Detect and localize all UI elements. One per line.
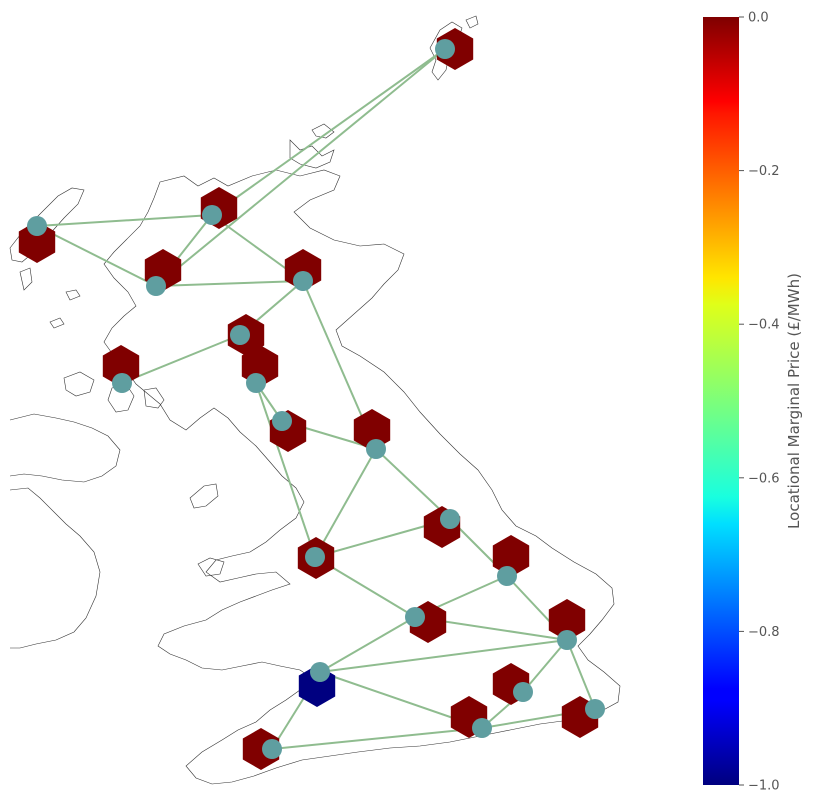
colorbar-gradient bbox=[703, 17, 739, 785]
bus-node-northumberland bbox=[366, 439, 386, 459]
transmission-line bbox=[375, 448, 451, 520]
price-hexagon-skye bbox=[18, 221, 56, 263]
bus-node-highland bbox=[202, 205, 222, 225]
bus-node-cornwall bbox=[262, 739, 282, 759]
colorbar-tick-label: −0.2 bbox=[748, 164, 780, 179]
price-hexagon-humber bbox=[492, 535, 530, 577]
bus-node-kent bbox=[585, 699, 605, 719]
transmission-line bbox=[319, 616, 416, 673]
bus-node-south-wales bbox=[310, 662, 330, 682]
transmission-line bbox=[255, 382, 316, 558]
coastline-northern-ireland bbox=[9, 413, 121, 483]
price-hexagon-east-anglia bbox=[548, 599, 586, 641]
bus-node-yorkshire bbox=[440, 509, 460, 529]
coastline-anglesey bbox=[197, 557, 225, 577]
transmission-line bbox=[522, 639, 568, 693]
transmission-line bbox=[211, 48, 446, 216]
transmission-line bbox=[121, 334, 241, 384]
bus-node-fife bbox=[230, 325, 250, 345]
bus-node-london bbox=[513, 682, 533, 702]
bus-node-south-coast bbox=[472, 718, 492, 738]
colorbar-tick-label: 0.0 bbox=[748, 11, 769, 26]
coastline-gb-mainland bbox=[103, 169, 621, 785]
price-hexagon-cornwall bbox=[242, 728, 280, 770]
bus-node-humber bbox=[497, 566, 517, 586]
colorbar-label: Locational Marginal Price (£/MWh) bbox=[785, 273, 803, 529]
price-hexagon-islay bbox=[102, 345, 140, 387]
transmission-line bbox=[36, 225, 157, 287]
bus-node-east-anglia bbox=[557, 630, 577, 650]
bus-node-glasgow bbox=[246, 373, 266, 393]
transmission-line bbox=[155, 48, 446, 287]
coastline-ireland bbox=[9, 487, 101, 649]
colorbar-tick-label: −0.8 bbox=[748, 625, 780, 640]
transmission-line bbox=[319, 639, 568, 673]
coastline-map bbox=[9, 15, 621, 785]
colorbar-tick-label: −0.4 bbox=[748, 318, 780, 333]
transmission-line bbox=[155, 280, 304, 287]
coastline-isle-of-man bbox=[189, 483, 219, 509]
transmission-line bbox=[271, 727, 483, 750]
bus-node-borders bbox=[272, 411, 292, 431]
price-hexagons bbox=[18, 28, 599, 770]
coastline-skye-islet bbox=[65, 289, 81, 301]
colorbar: 0.0 −0.2 −0.4 −0.6 −0.8 −1.0 Locational Margi… bbox=[703, 11, 803, 794]
coastline-mull bbox=[63, 371, 95, 397]
bus-node-shetland bbox=[435, 39, 455, 59]
bus-node-lancashire bbox=[305, 547, 325, 567]
bus-node-skye bbox=[27, 216, 47, 236]
buses bbox=[27, 39, 605, 759]
coastline-outer-hebrides-south bbox=[19, 267, 33, 291]
colorbar-tick-label: −0.6 bbox=[748, 471, 780, 486]
bus-node-aberdeen bbox=[293, 271, 313, 291]
colorbar-tick-label: −1.0 bbox=[748, 779, 780, 794]
bus-node-islay bbox=[112, 373, 132, 393]
transmission-line bbox=[36, 214, 213, 227]
coastline-orkney-north bbox=[311, 123, 335, 139]
transmission-line bbox=[566, 639, 596, 710]
coastline-jura bbox=[143, 387, 165, 409]
coastline-shetland-islet bbox=[465, 15, 479, 29]
coastline-outer-hebrides bbox=[9, 187, 85, 263]
transmission-lines bbox=[36, 48, 596, 750]
bus-node-midlands bbox=[405, 607, 425, 627]
transmission-line bbox=[314, 448, 377, 558]
bus-node-moray bbox=[146, 276, 166, 296]
coastline-small-isle bbox=[49, 317, 65, 329]
